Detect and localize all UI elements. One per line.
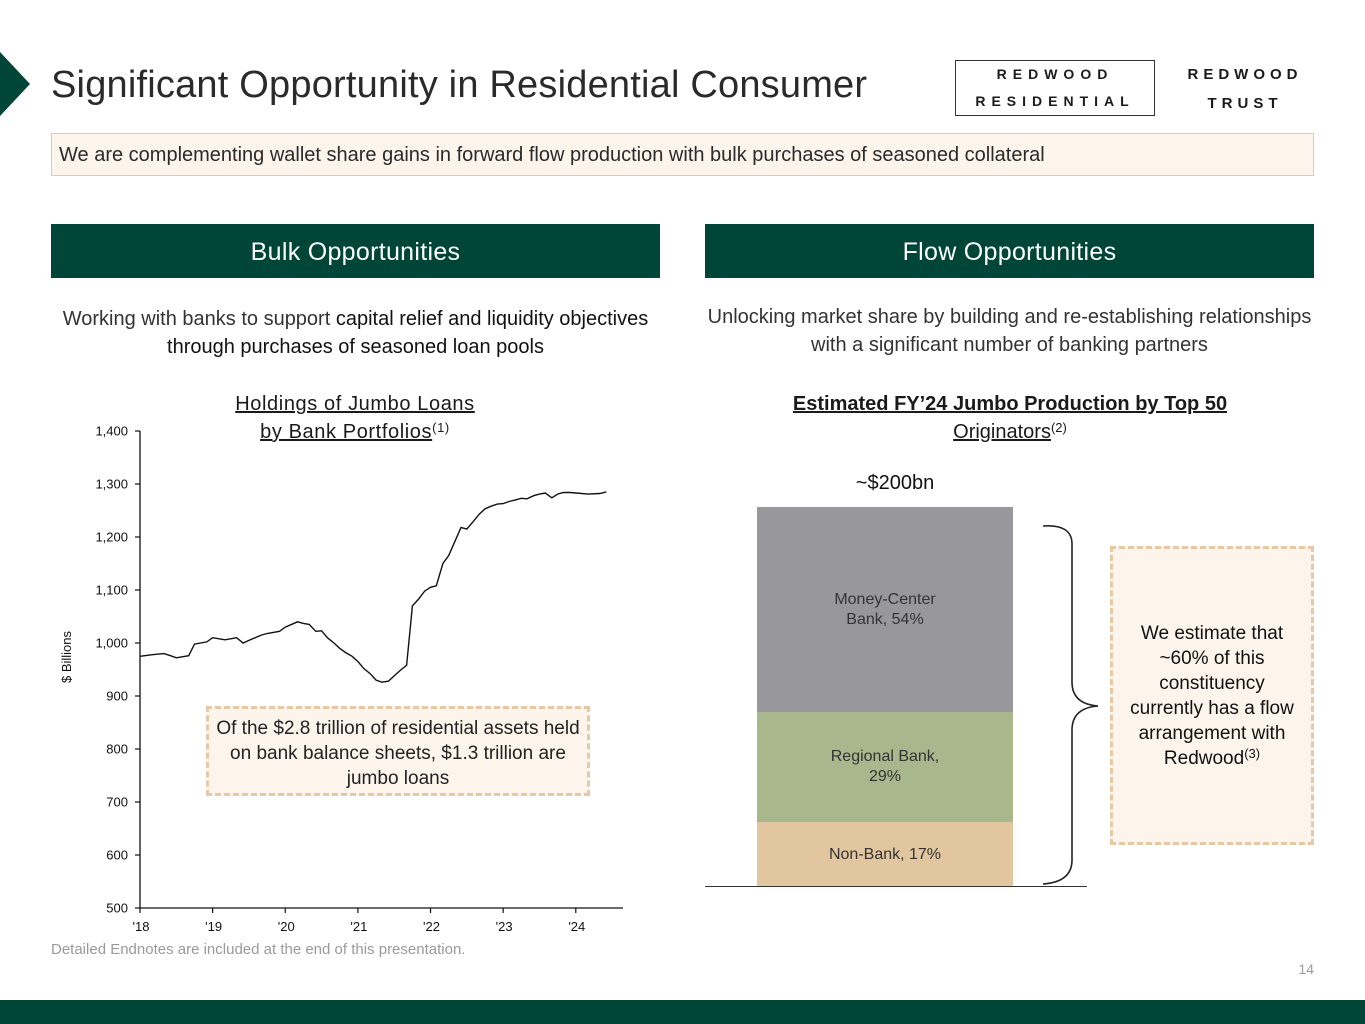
regional-label-line2: 29% bbox=[868, 768, 901, 785]
flow-arrangement-callout: We estimate that ~60% of this constituen… bbox=[1110, 546, 1314, 845]
line-chart-title-line2: by Bank Portfolios bbox=[260, 421, 433, 443]
flow-opportunities-header: Flow Opportunities bbox=[705, 224, 1314, 278]
jumbo-loans-callout: Of the $2.8 trillion of residential asse… bbox=[206, 706, 590, 796]
y-tick-label: 1,400 bbox=[95, 424, 128, 439]
flow-callout-text: We estimate that ~60% of this constituen… bbox=[1130, 622, 1294, 769]
bar-chart-title-line1: Estimated FY’24 Jumbo Production by Top … bbox=[792, 393, 1228, 415]
footer-bar bbox=[0, 1000, 1365, 1024]
jumbo-loans-series-line bbox=[139, 491, 607, 683]
regional-label-line1: Regional Bank, bbox=[830, 748, 940, 765]
x-tick-label: '22 bbox=[423, 919, 440, 934]
page-title: Significant Opportunity in Residential C… bbox=[51, 64, 868, 106]
title-accent-arrow bbox=[0, 52, 30, 116]
bar-segment-regional: Regional Bank, 29% bbox=[757, 712, 1013, 822]
logo-trust-line2: TRUST bbox=[1207, 95, 1283, 112]
x-axis-ticks: '18 '19 '20 '21 '22 '23 '24 bbox=[133, 908, 585, 934]
bulk-description: Working with banks to support capital re… bbox=[51, 305, 660, 361]
x-tick-label: '23 bbox=[496, 919, 513, 934]
x-tick-label: '18 bbox=[133, 919, 150, 934]
summary-banner: We are complementing wallet share gains … bbox=[51, 133, 1314, 176]
y-tick-label: 1,100 bbox=[95, 583, 128, 598]
bulk-desc-part1: Working with banks to support bbox=[62, 308, 336, 330]
page-number: 14 bbox=[1298, 961, 1314, 977]
y-tick-label: 1,200 bbox=[95, 530, 128, 545]
bar-segment-money-center: Money-Center Bank, 54% bbox=[757, 507, 1013, 712]
bar-total-label: ~$200bn bbox=[855, 472, 935, 494]
redwood-residential-logo: REDWOOD RESIDENTIAL bbox=[955, 60, 1155, 116]
bar-chart-title: Estimated FY’24 Jumbo Production by Top … bbox=[740, 390, 1280, 446]
logo-residential-line1: REDWOOD bbox=[996, 66, 1114, 82]
x-tick-label: '19 bbox=[205, 919, 222, 934]
bulk-opportunities-header: Bulk Opportunities bbox=[51, 224, 660, 278]
y-tick-label: 800 bbox=[106, 742, 128, 757]
y-tick-label: 1,000 bbox=[95, 636, 128, 651]
x-tick-label: '24 bbox=[568, 919, 585, 934]
y-tick-label: 900 bbox=[106, 689, 128, 704]
money-center-label-line2: Bank, 54% bbox=[846, 610, 924, 628]
non-bank-label: Non-Bank, 17% bbox=[828, 845, 942, 863]
endnotes-footnote: Detailed Endnotes are included at the en… bbox=[51, 941, 466, 958]
logo-residential-line2: RESIDENTIAL bbox=[975, 93, 1135, 109]
x-tick-label: '20 bbox=[278, 919, 295, 934]
y-tick-label: 1,300 bbox=[95, 477, 128, 492]
y-axis-ticks: 500 600 700 800 900 1,000 1,100 1,200 1,300 1,400 bbox=[95, 424, 140, 916]
right-curly-brace-icon bbox=[1042, 525, 1099, 885]
line-chart-title-line1: Holdings of Jumbo Loans bbox=[235, 393, 475, 415]
flow-description: Unlocking market share by building and r… bbox=[707, 306, 1312, 356]
y-tick-label: 700 bbox=[106, 795, 128, 810]
redwood-trust-logo: REDWOOD TRUST bbox=[1170, 60, 1320, 118]
line-chart-title: Holdings of Jumbo Loans by Bank Portfoli… bbox=[140, 390, 570, 446]
flow-callout-note: (3) bbox=[1244, 745, 1261, 761]
logo-trust-line1: REDWOOD bbox=[1187, 66, 1303, 83]
x-tick-label: '21 bbox=[350, 919, 367, 934]
money-center-label-line1: Money-Center bbox=[834, 590, 936, 608]
y-axis-label: $ Billions bbox=[59, 630, 74, 683]
jumbo-holdings-line-chart: 500 600 700 800 900 1,000 1,100 1,200 1,300 1,400… bbox=[59, 424, 623, 934]
bulk-desc-part2: capital relief and liquidity objectives … bbox=[167, 308, 649, 358]
bar-segment-non-bank: Non-Bank, 17% bbox=[757, 822, 1013, 887]
y-tick-label: 500 bbox=[106, 901, 128, 916]
y-tick-label: 600 bbox=[106, 848, 128, 863]
line-chart-title-note: (1) bbox=[432, 420, 450, 435]
bar-baseline bbox=[705, 886, 1087, 887]
bar-chart-title-line2: Originators bbox=[953, 421, 1051, 443]
bar-chart-title-note: (2) bbox=[1050, 420, 1067, 435]
